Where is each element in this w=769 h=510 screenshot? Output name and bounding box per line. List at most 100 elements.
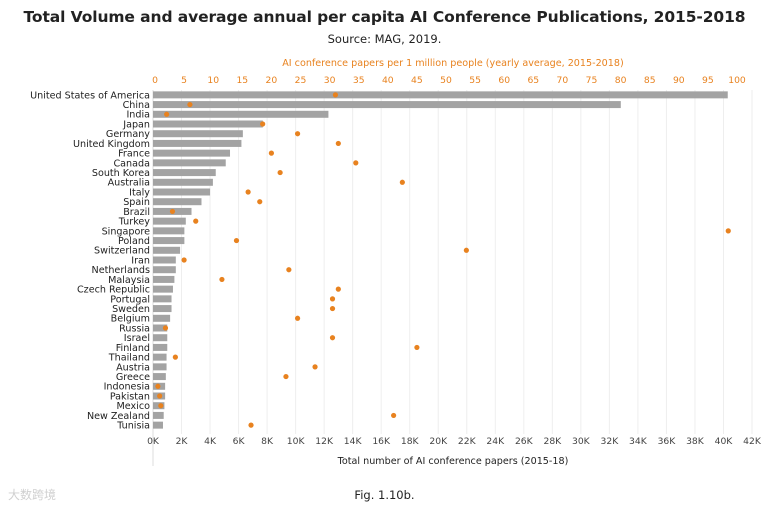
dot-point bbox=[245, 189, 251, 195]
category-label: Thailand bbox=[108, 353, 150, 364]
bar bbox=[153, 314, 171, 322]
top-tick-label: 70 bbox=[557, 75, 569, 86]
watermark: 大数跨境 bbox=[8, 488, 57, 502]
dot-point bbox=[399, 179, 405, 185]
x-tick-label: 12K bbox=[315, 436, 334, 447]
category-label: Finland bbox=[116, 343, 150, 354]
top-tick-label: 75 bbox=[586, 75, 598, 86]
category-label: China bbox=[123, 100, 150, 111]
dot-point bbox=[312, 364, 318, 370]
dot-point bbox=[260, 121, 266, 127]
category-label: Poland bbox=[118, 236, 150, 247]
top-axis-ticks: 0 5 10 15 20 25 30 35 40 45 50 55 60 65 70 75 80 85 90 95 10… bbox=[152, 75, 746, 86]
bar bbox=[153, 334, 168, 342]
bar bbox=[153, 110, 329, 118]
dots-group bbox=[155, 92, 731, 428]
dot-point bbox=[169, 208, 176, 215]
dot-point bbox=[155, 383, 161, 389]
x-tick-label: 36K bbox=[658, 436, 677, 447]
category-label: Turkey bbox=[118, 217, 151, 228]
top-tick-label: 90 bbox=[673, 75, 685, 86]
dot-point bbox=[181, 257, 187, 263]
x-tick-label: 4K bbox=[204, 436, 217, 447]
chart-subtitle: Source: MAG, 2019. bbox=[327, 32, 442, 46]
category-label: Switzerland bbox=[94, 246, 150, 257]
category-label: France bbox=[118, 149, 150, 160]
category-label: Malaysia bbox=[108, 275, 150, 286]
dot-point bbox=[233, 237, 240, 244]
x-tick-label: 20K bbox=[429, 436, 448, 447]
dot-point bbox=[257, 199, 263, 205]
dot-point bbox=[162, 325, 169, 331]
dot-point bbox=[268, 150, 274, 156]
bar bbox=[153, 275, 175, 283]
dot-point bbox=[286, 267, 292, 273]
category-label: Czech Republic bbox=[77, 285, 150, 296]
x-tick-label: 0K bbox=[147, 436, 160, 447]
x-tick-label: 22K bbox=[458, 436, 477, 447]
bottom-axis-ticks: 0K 2K 4K 6K 8K 10K 12K 14K 16K 18K 20K 22K 24K 26K 28K… bbox=[147, 436, 762, 447]
dot-point bbox=[353, 160, 359, 166]
category-label: India bbox=[126, 110, 150, 121]
category-label: Austria bbox=[116, 362, 150, 373]
dot-point bbox=[172, 354, 178, 360]
category-label: Portugal bbox=[110, 294, 150, 305]
bar bbox=[153, 178, 213, 186]
top-tick-label: 10 bbox=[207, 75, 219, 86]
bar bbox=[153, 295, 172, 303]
top-tick-label: 20 bbox=[266, 75, 278, 86]
category-label: Belgium bbox=[111, 314, 150, 325]
figure-caption: Fig. 1.10b. bbox=[354, 488, 415, 502]
category-label: Mexico bbox=[117, 401, 151, 412]
bar bbox=[153, 353, 167, 361]
category-label: Russia bbox=[119, 323, 150, 334]
x-tick-label: 26K bbox=[515, 436, 534, 447]
top-tick-label: 85 bbox=[644, 75, 656, 86]
bar bbox=[153, 305, 172, 313]
dot-point bbox=[294, 131, 301, 137]
top-tick-label: 100 bbox=[728, 75, 746, 86]
bar bbox=[153, 246, 181, 254]
top-tick-label: 50 bbox=[440, 75, 452, 86]
dot-point bbox=[157, 393, 163, 399]
x-tick-label: 28K bbox=[543, 436, 562, 447]
category-label: Germany bbox=[106, 129, 150, 140]
category-label: Tunisia bbox=[116, 421, 150, 432]
x-tick-label: 34K bbox=[629, 436, 648, 447]
category-label: Brazil bbox=[123, 207, 150, 218]
dot-point bbox=[725, 228, 731, 234]
top-tick-label: 35 bbox=[353, 75, 365, 86]
category-labels: United States of AmericaChinaIndiaJapanG… bbox=[30, 90, 150, 431]
top-tick-label: 25 bbox=[295, 75, 307, 86]
bar bbox=[153, 91, 728, 99]
top-axis-title: AI conference papers per 1 million peopl… bbox=[282, 58, 624, 69]
bar bbox=[153, 373, 166, 381]
bar bbox=[153, 324, 168, 332]
x-tick-label: 24K bbox=[486, 436, 505, 447]
x-tick-label: 32K bbox=[601, 436, 620, 447]
dot-point bbox=[329, 335, 336, 341]
x-tick-label: 30K bbox=[572, 436, 591, 447]
bar bbox=[153, 188, 211, 196]
dot-point bbox=[329, 296, 336, 302]
category-label: South Korea bbox=[92, 168, 150, 179]
gridlines bbox=[152, 90, 753, 466]
dot-point bbox=[277, 169, 283, 176]
top-tick-label: 30 bbox=[324, 75, 336, 86]
dot-point bbox=[335, 286, 341, 292]
category-label: Israel bbox=[124, 333, 150, 344]
dot-point bbox=[219, 276, 225, 283]
bar bbox=[153, 120, 263, 128]
bar bbox=[153, 256, 176, 264]
x-tick-label: 8K bbox=[261, 436, 274, 447]
top-tick-label: 95 bbox=[702, 75, 714, 86]
bar bbox=[153, 363, 167, 371]
top-tick-label: 65 bbox=[527, 75, 539, 86]
category-label: Indonesia bbox=[104, 382, 150, 393]
dot-point bbox=[158, 403, 164, 409]
bar bbox=[153, 343, 168, 351]
chart-title: Total Volume and average annual per capi… bbox=[23, 8, 746, 26]
bar bbox=[153, 101, 621, 109]
top-tick-label: 5 bbox=[181, 75, 187, 86]
